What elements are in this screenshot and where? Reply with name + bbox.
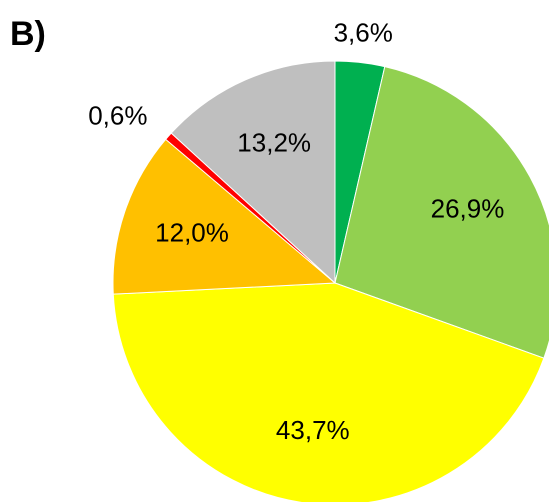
data-label: 26,9%: [431, 194, 505, 224]
pie-slice: [170, 60, 336, 285]
data-label: 3,6%: [334, 17, 393, 47]
data-label: 0,6%: [88, 101, 147, 131]
pie-slice: [334, 66, 549, 359]
data-label: 43,7%: [276, 415, 350, 445]
pie-slice: [112, 138, 337, 295]
data-label: 13,2%: [237, 128, 311, 158]
data-label: 12,0%: [155, 217, 229, 247]
pie-slice: [112, 282, 545, 502]
chart-title: B): [10, 15, 46, 53]
